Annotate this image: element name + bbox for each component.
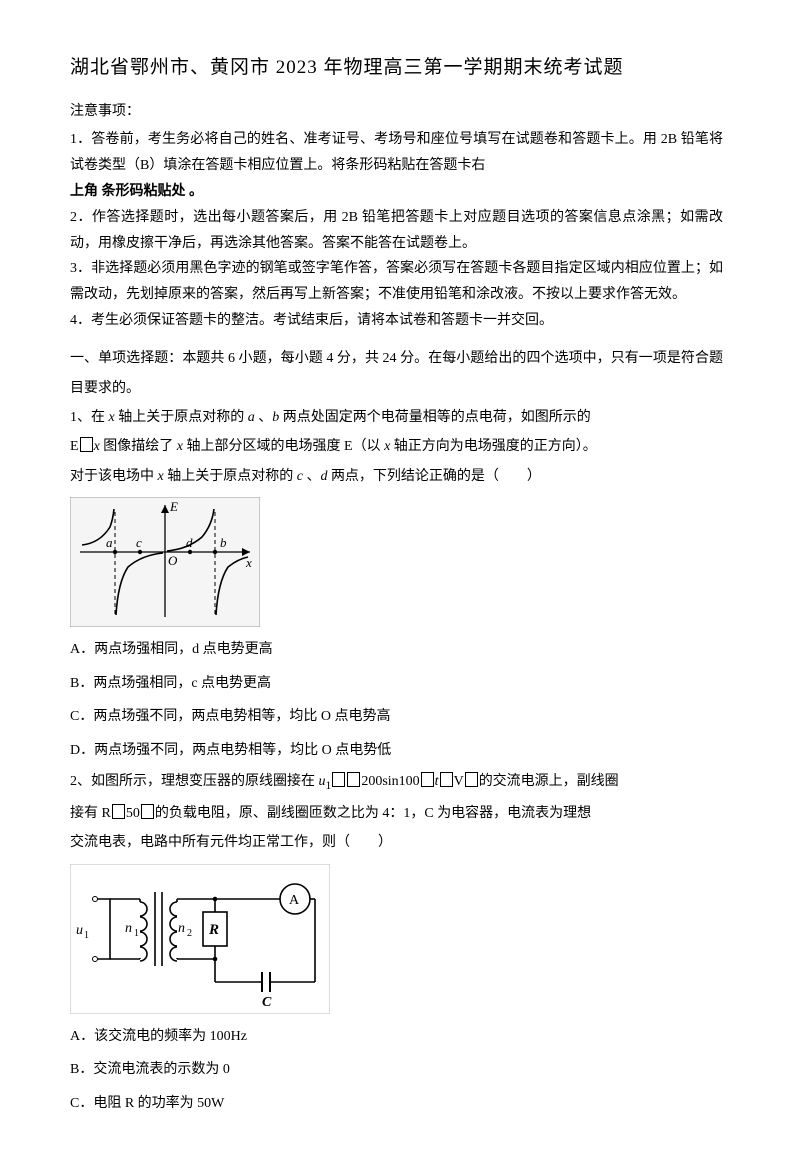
svg-text:n: n (125, 921, 132, 936)
q1-l2c: （以 (353, 439, 385, 454)
svg-text:A: A (289, 893, 300, 908)
q1-l2d: 轴正方向为电场强度的正方向）。 (390, 439, 597, 454)
svg-text:n: n (178, 921, 185, 936)
q1-l2b: 轴上部分区域的电场强度 (183, 439, 344, 454)
q1-l1b: 轴上关于原点对称的 (115, 410, 248, 425)
notes-header: 注意事项： (70, 99, 723, 125)
q2-line1: 2、如图所示，理想变压器的原线圈接在 u1200sin100tV的交流电源上，副… (70, 767, 723, 798)
svg-text:O: O (168, 553, 178, 568)
q1-optA: A．两点场强相同，d 点电势更高 (70, 633, 723, 667)
q1-l1a: 1、在 (70, 410, 109, 425)
note-1a: 1．答卷前，考生务必将自己的姓名、准考证号、考场号和座位号填写在试题卷和答题卡上… (70, 127, 723, 179)
section-1-header: 一、单项选择题：本题共 6 小题，每小题 4 分，共 24 分。在每小题给出的四… (70, 344, 723, 403)
q2-line3: 交流电表，电路中所有元件均正常工作，则（ ） (70, 828, 723, 857)
q1-l3c: 、 (303, 469, 321, 484)
note-4: 4．考生必须保证答题卡的整洁。考试结束后，请将本试卷和答题卡一并交回。 (70, 308, 723, 334)
svg-text:u: u (76, 923, 83, 938)
q2-l2d: 为电容器，电流表为理想 (434, 806, 592, 821)
q2-l1b: 200sin100 (361, 774, 419, 789)
q1-optB: B．两点场强相同，c 点电势更高 (70, 667, 723, 701)
q2-optA: A．该交流电的频率为 100Hz (70, 1020, 723, 1054)
q2-circuit-svg: u1n1n2RAC (70, 864, 330, 1014)
q2-figure: u1n1n2RAC (70, 864, 723, 1014)
note-3: 3．非选择题必须用黑色字迹的钢笔或签字笔作答，答案必须写在答题卡各题目指定区域内… (70, 256, 723, 308)
exam-page: 湖北省鄂州市、黄冈市 2023 年物理高三第一学期期末统考试题 注意事项： 1．… (0, 0, 793, 1160)
page-title: 湖北省鄂州市、黄冈市 2023 年物理高三第一学期期末统考试题 (70, 50, 723, 85)
q1-optC: C．两点场强不同，两点电势相等，均比 O 点电势高 (70, 700, 723, 734)
q2-l2b: 50 (126, 806, 140, 821)
q2-l1a: 2、如图所示，理想变压器的原线圈接在 (70, 774, 319, 789)
q1-optD: D．两点场强不同，两点电势相等，均比 O 点电势低 (70, 734, 723, 768)
svg-text:2: 2 (187, 928, 192, 939)
q1-l3a: 对于该电场中 (70, 469, 158, 484)
q1-line1: 1、在 x 轴上关于原点对称的 a 、b 两点处固定两个电荷量相等的点电荷，如图… (70, 403, 723, 432)
svg-text:1: 1 (84, 930, 89, 941)
svg-text:E: E (169, 499, 178, 514)
svg-text:d: d (186, 535, 193, 550)
svg-text:1: 1 (134, 928, 139, 939)
q1-l3b: 轴上关于原点对称的 (164, 469, 297, 484)
q1-graph-svg: Ex a c Od b (70, 497, 260, 627)
q1-l1c: 、 (255, 410, 273, 425)
q1-l1d: 两点处固定两个电荷量相等的点电荷，如图所示的 (279, 410, 591, 425)
svg-text:c: c (136, 535, 142, 550)
q2-l2a: 接有 (70, 806, 102, 821)
note-2: 2．作答选择题时，选出每小题答案后，用 2B 铅笔把答题卡上对应题目选项的答案信… (70, 205, 723, 257)
svg-text:R: R (208, 922, 219, 938)
q1-l3d: 两点，下列结论正确的是（ ） (327, 469, 541, 484)
q2-l1c: 的交流电源上，副线圈 (479, 774, 619, 789)
q2-l2c: 的负载电阻，原、副线圈匝数之比为 4：1， (155, 806, 425, 821)
svg-text:b: b (220, 535, 227, 550)
note-1b: 上角 条形码粘贴处 。 (70, 179, 723, 205)
q2-optB: B．交流电流表的示数为 0 (70, 1053, 723, 1087)
q1-line3: 对于该电场中 x 轴上关于原点对称的 c 、d 两点，下列结论正确的是（ ） (70, 462, 723, 491)
q2-optC: C．电阻 R 的功率为 50W (70, 1087, 723, 1121)
q1-line2: Ex 图像描绘了 x 轴上部分区域的电场强度 E（以 x 轴正方向为电场强度的正… (70, 432, 723, 461)
q2-line2: 接有 R50的负载电阻，原、副线圈匝数之比为 4：1，C 为电容器，电流表为理想 (70, 799, 723, 828)
q1-l2a: 图像描绘了 (100, 439, 177, 454)
svg-text:a: a (106, 535, 113, 550)
svg-text:x: x (245, 555, 252, 570)
q1-figure: Ex a c Od b (70, 497, 723, 627)
svg-text:C: C (262, 995, 272, 1010)
